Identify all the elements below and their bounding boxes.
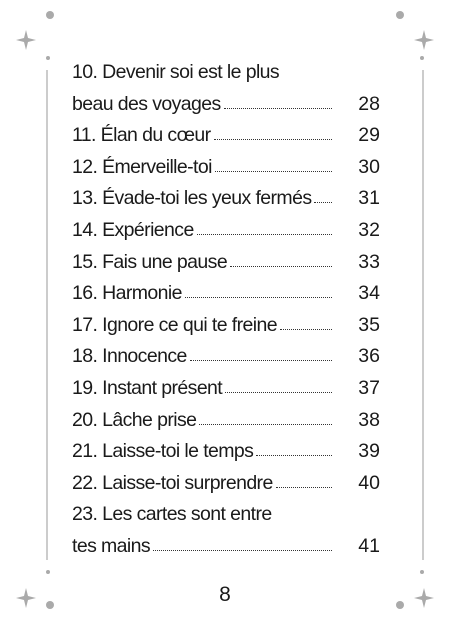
dot-leader [256, 455, 332, 457]
entry-title: 16. Harmonie [72, 282, 182, 305]
entry-title: 21. Laisse-toi le temps [72, 440, 254, 463]
toc-row: 18. Innocence 36 [72, 341, 380, 373]
entry-title: 17. Ignore ce qui te freine [72, 313, 278, 336]
dot-leader [153, 549, 332, 551]
toc-row: 12. Émerveille-toi 30 [72, 152, 380, 184]
table-of-contents: 10. Devenir soi est le plus beau des voya… [72, 57, 380, 563]
toc-row: 14. Expérience 32 [72, 215, 380, 247]
entry-title: 19. Instant présent [72, 376, 223, 399]
toc-row: 15. Fais une pause 33 [72, 247, 380, 279]
dot-leader [279, 328, 332, 330]
toc-row: 22. Laisse-toi surprendre 40 [72, 468, 380, 500]
toc-row: 17. Ignore ce qui te freine 35 [72, 310, 380, 342]
entry-title: 12. Émerveille-toi [72, 155, 212, 178]
toc-row: 10. Devenir soi est le plus [72, 57, 380, 89]
entry-page: 35 [358, 313, 380, 336]
entry-title: 18. Innocence [72, 345, 187, 368]
entry-title: 20. Lâche prise [72, 408, 197, 431]
dot-leader [213, 139, 332, 141]
entry-page: 29 [358, 124, 380, 147]
toc-row: 21. Laisse-toi le temps 39 [72, 436, 380, 468]
entry-page: 38 [358, 408, 380, 431]
toc-row: 23. Les cartes sont entre [72, 499, 380, 531]
entry-title: beau des voyages [72, 92, 221, 115]
toc-row: 13. Évade-toi les yeux fermés 31 [72, 183, 380, 215]
dot-leader [275, 486, 332, 488]
entry-page: 33 [358, 250, 380, 273]
entry-page: 34 [358, 282, 380, 305]
entry-title: tes mains [72, 534, 151, 557]
dot-leader [196, 233, 332, 235]
entry-title: 22. Laisse-toi surprendre [72, 471, 273, 494]
entry-page: 28 [358, 92, 380, 115]
toc-row: 16. Harmonie 34 [72, 278, 380, 310]
dot-leader [314, 202, 332, 204]
entry-page: 37 [358, 376, 380, 399]
page-number: 8 [219, 583, 231, 606]
entry-title: 10. Devenir soi est le plus [72, 61, 280, 83]
entry-page: 30 [358, 155, 380, 178]
toc-row: 11. Élan du cœur 29 [72, 120, 380, 152]
dot-leader [214, 170, 332, 172]
dot-leader [225, 391, 332, 393]
entry-page: 36 [358, 345, 380, 368]
dot-leader [189, 360, 332, 362]
entry-title: 11. Élan du cœur [72, 124, 211, 147]
sparkles [16, 11, 434, 609]
dot-leader [223, 107, 332, 109]
entry-title: 15. Fais une pause [72, 250, 228, 273]
entry-title: 23. Les cartes sont entre [72, 503, 272, 526]
entry-page: 39 [358, 440, 380, 463]
toc-row: 20. Lâche prise 38 [72, 405, 380, 437]
entry-title: 14. Expérience [72, 218, 194, 241]
toc-row: beau des voyages 28 [72, 89, 380, 121]
entry-page: 32 [358, 218, 380, 241]
toc-row: tes mains 41 [72, 531, 380, 563]
entry-title: 13. Évade-toi les yeux fermés [72, 187, 312, 210]
entry-page: 41 [358, 534, 380, 557]
entry-page: 40 [358, 471, 380, 494]
dot-leader [184, 297, 332, 299]
toc-row: 19. Instant présent 37 [72, 373, 380, 405]
entry-page: 31 [358, 187, 380, 210]
dot-leader [230, 265, 332, 267]
dot-leader [199, 423, 332, 425]
